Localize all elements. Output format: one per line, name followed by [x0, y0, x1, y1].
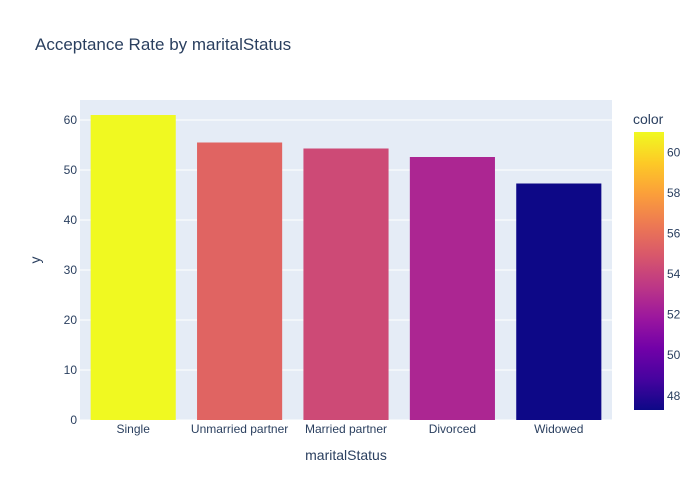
- colorbar-tick-label: 58: [667, 186, 681, 200]
- y-tick-label: 40: [64, 213, 78, 227]
- y-tick-label: 50: [64, 163, 78, 177]
- x-axis-title: maritalStatus: [305, 447, 387, 463]
- bar-widowed: [516, 183, 602, 420]
- y-tick-labels: 0 10 20 30 40 50 60: [64, 113, 78, 427]
- chart-title: Acceptance Rate by maritalStatus: [35, 35, 291, 54]
- colorbar-tick-label: 56: [667, 226, 681, 240]
- bars: [90, 115, 602, 420]
- colorbar-tick-labels: 48 50 52 54 56 58 60: [667, 145, 681, 403]
- y-tick-label: 60: [64, 113, 78, 127]
- x-tick-labels: Single Unmarried partner Married partner Di…: [117, 422, 584, 436]
- x-tick-label: Single: [117, 422, 151, 436]
- bar-married-partner: [303, 148, 389, 420]
- x-tick-label: Divorced: [429, 422, 476, 436]
- colorbar-title: color: [633, 111, 664, 127]
- x-tick-label: Unmarried partner: [191, 422, 288, 436]
- y-tick-label: 0: [70, 413, 77, 427]
- colorbar-tick-label: 52: [667, 308, 681, 322]
- y-tick-label: 20: [64, 313, 78, 327]
- x-tick-label: Married partner: [305, 422, 387, 436]
- y-tick-label: 10: [64, 363, 78, 377]
- colorbar-gradient: [634, 132, 664, 410]
- colorbar-tick-label: 50: [667, 348, 681, 362]
- colorbar-tick-label: 48: [667, 389, 681, 403]
- y-axis-title: y: [27, 257, 43, 264]
- bar-single: [90, 115, 176, 420]
- colorbar-tick-label: 54: [667, 267, 681, 281]
- y-tick-label: 30: [64, 263, 78, 277]
- x-tick-label: Widowed: [534, 422, 583, 436]
- bar-divorced: [409, 157, 495, 420]
- bar-unmarried-partner: [197, 142, 283, 420]
- colorbar: color 48 50 52 54 56 58 60: [633, 111, 681, 410]
- colorbar-tick-label: 60: [667, 145, 681, 159]
